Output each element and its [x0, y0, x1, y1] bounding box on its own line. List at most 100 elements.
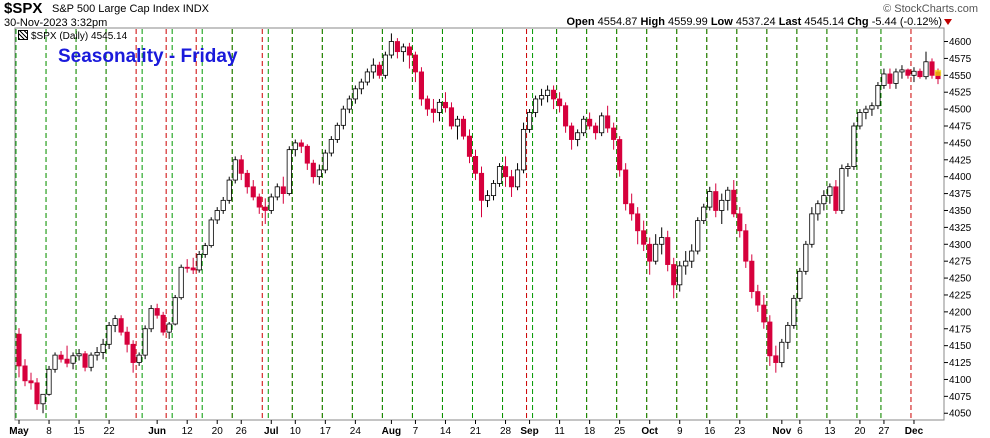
candle-body [424, 98, 431, 110]
candle-body [166, 323, 172, 333]
candle-body [845, 166, 851, 169]
candle-body [767, 321, 773, 357]
y-tick-label: 4300 [949, 240, 972, 251]
x-tick-label: May [9, 426, 29, 437]
y-tick-label: 4125 [949, 358, 972, 369]
description-text: S&P 500 Large Cap Index [52, 3, 180, 15]
candle-body [502, 166, 509, 178]
exchange-text: INDX [182, 3, 209, 15]
candle-body [184, 266, 190, 269]
candle-body [100, 343, 106, 353]
candle-body [665, 237, 671, 265]
candle-body [755, 291, 761, 306]
x-tick-label: Nov [772, 426, 791, 437]
candle-body [418, 71, 425, 100]
x-tick-label: 21 [470, 426, 482, 437]
x-tick-label: Jul [264, 426, 279, 437]
y-tick-label: 4150 [949, 341, 972, 352]
x-tick-label: 7 [413, 426, 419, 437]
y-tick-label: 4075 [949, 392, 972, 403]
x-axis: May 8 15 22 Jun 12 20 26 Jul 10 17 24 Aug 7 14 21 28 Sep 1… [9, 420, 924, 437]
x-tick-label: 6 [797, 426, 803, 437]
chg-value: -5.44 (-0.12%) [871, 16, 942, 28]
candle-body [532, 98, 539, 113]
x-tick-label: 20 [212, 426, 224, 437]
y-tick-label: 4225 [949, 290, 972, 301]
candle-body [713, 191, 719, 211]
candle-body [599, 115, 605, 134]
candle-body [749, 260, 755, 292]
y-tick-label: 4475 [949, 122, 972, 133]
candle-body [803, 243, 809, 272]
candle-body [16, 333, 22, 367]
candle-body [472, 156, 479, 174]
x-tick-label: 12 [182, 426, 194, 437]
y-tick-label: 4550 [949, 71, 972, 82]
candle-body [172, 297, 178, 325]
candle-body [58, 354, 64, 360]
candle-body [581, 118, 587, 134]
candle-body [478, 172, 485, 201]
candle-body [376, 64, 382, 76]
low-value: 4537.24 [735, 16, 776, 28]
x-tick-label: 24 [350, 426, 362, 437]
y-tick-label: 4100 [949, 375, 972, 386]
candle-body [406, 46, 412, 56]
candle-body [779, 341, 785, 363]
candle-body [731, 189, 737, 215]
candle-body [563, 105, 569, 127]
candle-body [647, 243, 653, 262]
legend-swatch-icon [18, 30, 28, 40]
candle-body [130, 343, 136, 363]
candle-body [923, 61, 929, 78]
candle-body [863, 108, 869, 113]
candle-body [208, 219, 214, 247]
open-label: Open [566, 16, 595, 28]
candle-body [310, 162, 316, 178]
y-tick-label: 4375 [949, 189, 972, 200]
candle-body [352, 88, 358, 100]
candle-body [346, 98, 352, 110]
candle-body [869, 105, 875, 110]
candle-body [905, 69, 911, 76]
candle-body [442, 101, 449, 109]
candle-body [106, 324, 112, 345]
candle-body [22, 365, 28, 382]
candle-body [436, 101, 443, 113]
candle-body [220, 199, 226, 211]
candle-body [40, 393, 46, 405]
x-tick-label: 16 [704, 426, 716, 437]
candle-body [671, 264, 677, 286]
candle-body [364, 71, 370, 83]
candle-body [917, 70, 923, 78]
y-tick-label: 4425 [949, 155, 972, 166]
x-tick-label: 27 [878, 426, 890, 437]
candle-body [370, 64, 376, 73]
candle-body [460, 118, 467, 137]
high-value: 4559.99 [668, 16, 708, 28]
candle-body [557, 98, 563, 107]
candle-body [695, 220, 701, 252]
x-tick-label: 9 [677, 426, 683, 437]
x-tick-label: 14 [440, 426, 452, 437]
high-label: High [640, 16, 665, 28]
last-value: 4545.14 [804, 16, 845, 28]
candle-body [526, 112, 533, 130]
candle-body [202, 245, 208, 255]
candle-body [292, 142, 298, 151]
candle-body [226, 179, 232, 201]
x-tick-label: Jun [148, 426, 166, 437]
candle-body [328, 139, 334, 154]
chg-label: Chg [847, 16, 869, 28]
candle-body [280, 186, 286, 194]
candles [16, 33, 942, 414]
candle-body [28, 380, 34, 384]
candle-body [887, 73, 893, 84]
candle-body [232, 159, 238, 181]
y-tick-label: 4350 [949, 206, 972, 217]
last-label: Last [778, 16, 802, 28]
candle-body [653, 243, 659, 262]
candle-body [46, 368, 52, 395]
x-tick-label: 22 [104, 426, 116, 437]
candle-body [178, 266, 184, 299]
